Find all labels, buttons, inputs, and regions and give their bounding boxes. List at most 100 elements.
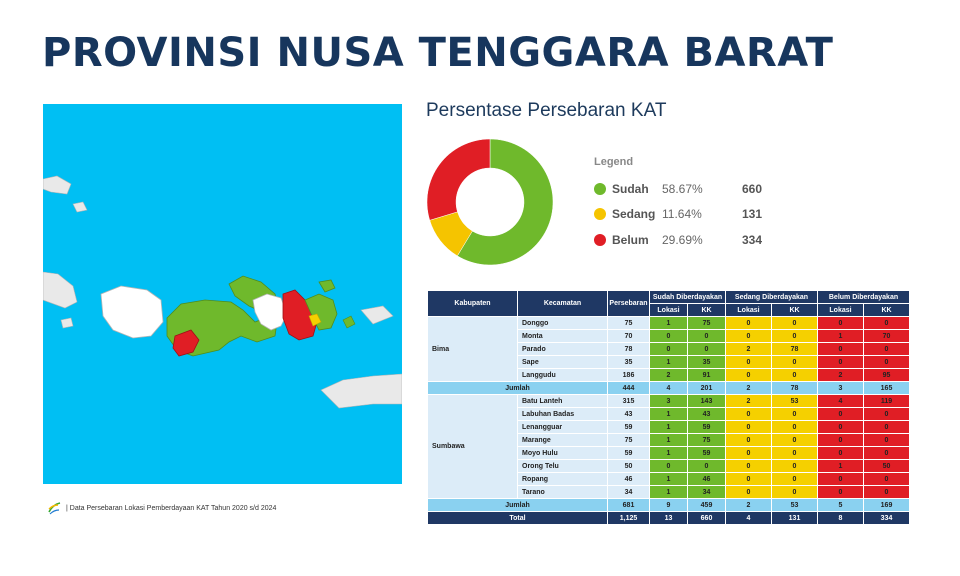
subtotal-sedang-lokasi-cell: 2: [725, 498, 772, 512]
subtotal-row: Jumlah 681 9 459 2 53 5 169: [427, 498, 910, 512]
header-lokasi: Lokasi: [725, 303, 772, 317]
map-region-sangeang: [318, 279, 336, 293]
page-title: PROVINSI NUSA TENGGARA BARAT: [42, 30, 834, 76]
belum-lokasi-cell: 0: [817, 433, 864, 447]
sudah-kk-cell: 59: [687, 446, 726, 460]
sudah-kk-cell: 0: [687, 342, 726, 356]
donut-slice-belum: [426, 138, 491, 221]
subtotal-sudah-lokasi-cell: 4: [649, 381, 688, 395]
sudah-kk-cell: 43: [687, 407, 726, 421]
persebaran-cell: 59: [607, 446, 650, 460]
subtotal-persebaran-cell: 444: [607, 381, 650, 395]
source-note-text: | Data Persebaran Lokasi Pemberdayaan KA…: [66, 504, 277, 512]
map-region-orong-telu: [172, 329, 200, 357]
sudah-lokasi-cell: 1: [649, 355, 688, 369]
sedang-lokasi-cell: 0: [725, 446, 772, 460]
belum-kk-cell: 0: [863, 472, 910, 486]
map-island-north-a: [43, 175, 72, 195]
donut-chart: [426, 138, 554, 266]
sedang-kk-cell: 0: [771, 446, 818, 460]
sedang-lokasi-cell: 0: [725, 485, 772, 499]
sudah-lokasi-cell: 0: [649, 329, 688, 343]
table-row: Moyo Hulu 59 1 59 0 0 0 0: [428, 446, 910, 460]
sudah-lokasi-cell: 1: [649, 420, 688, 434]
subtotal-sedang-kk-cell: 53: [771, 498, 818, 512]
sedang-kk-cell: 0: [771, 329, 818, 343]
sudah-lokasi-cell: 0: [649, 342, 688, 356]
sudah-kk-cell: 34: [687, 485, 726, 499]
kecamatan-cell: Labuhan Badas: [517, 407, 608, 421]
province-map[interactable]: [43, 104, 402, 484]
belum-kk-cell: 0: [863, 420, 910, 434]
sudah-lokasi-cell: 1: [649, 433, 688, 447]
belum-kk-cell: 0: [863, 316, 910, 330]
kecamatan-cell: Tarano: [517, 485, 608, 499]
sudah-kk-cell: 75: [687, 433, 726, 447]
subtotal-belum-kk-cell: 165: [863, 381, 910, 395]
subtotal-sudah-lokasi-cell: 9: [649, 498, 688, 512]
kecamatan-cell: Orong Telu: [517, 459, 608, 473]
header-belum: Belum Diberdayakan: [817, 290, 910, 304]
legend-percent: 58.67%: [662, 181, 703, 196]
legend-dot-sudah: [594, 182, 606, 195]
persebaran-cell: 46: [607, 472, 650, 486]
subtotal-sudah-kk-cell: 201: [687, 381, 726, 395]
legend-item-sedang: Sedang 11.64% 131: [594, 202, 762, 228]
map-island-sumba: [320, 373, 402, 409]
total-persebaran-cell: 1,125: [607, 511, 650, 525]
belum-lokasi-cell: 0: [817, 446, 864, 460]
belum-lokasi-cell: 0: [817, 485, 864, 499]
table-row: Orong Telu 50 0 0 0 0 1 50: [428, 459, 910, 473]
subtotal-label: Jumlah: [427, 498, 608, 512]
persebaran-cell: 75: [607, 316, 650, 330]
table-subheader-row: Lokasi KK Lokasi KK Lokasi KK: [428, 303, 910, 317]
persebaran-cell: 315: [607, 394, 650, 408]
kecamatan-cell: Moyo Hulu: [517, 446, 608, 460]
kecamatan-cell: Sape: [517, 355, 608, 369]
sedang-kk-cell: 0: [771, 420, 818, 434]
legend-kk: 660: [742, 181, 763, 196]
total-sudah-kk-cell: 660: [687, 511, 726, 525]
sedang-lokasi-cell: 0: [725, 355, 772, 369]
belum-lokasi-cell: 1: [817, 459, 864, 473]
persebaran-cell: 50: [607, 459, 650, 473]
belum-lokasi-cell: 0: [817, 407, 864, 421]
legend-percent: 11.64%: [662, 207, 702, 222]
belum-lokasi-cell: 0: [817, 342, 864, 356]
header-kk: KK: [771, 303, 818, 317]
header-sudah: Sudah Diberdayakan: [649, 290, 726, 304]
belum-kk-cell: 119: [863, 394, 910, 408]
sudah-lokasi-cell: 2: [649, 368, 688, 382]
belum-kk-cell: 0: [863, 342, 910, 356]
kecamatan-cell: Batu Lanteh: [517, 394, 608, 408]
persebaran-cell: 186: [607, 368, 650, 382]
sedang-kk-cell: 0: [771, 316, 818, 330]
sedang-kk-cell: 53: [771, 394, 818, 408]
header-lokasi: Lokasi: [817, 303, 864, 317]
sudah-kk-cell: 59: [687, 420, 726, 434]
subtotal-belum-kk-cell: 169: [863, 498, 910, 512]
total-label: Total: [427, 511, 608, 525]
sudah-lokasi-cell: 1: [649, 472, 688, 486]
sudah-kk-cell: 0: [687, 329, 726, 343]
belum-kk-cell: 0: [863, 433, 910, 447]
chart-legend: Legend Sudah 58.67% 660 Sedang 11.64% 13…: [594, 156, 762, 253]
legend-title: Legend: [594, 156, 634, 168]
map-region-dompu: [252, 293, 288, 331]
sedang-lokasi-cell: 0: [725, 316, 772, 330]
sedang-lokasi-cell: 2: [725, 342, 772, 356]
sedang-kk-cell: 0: [771, 472, 818, 486]
persebaran-cell: 59: [607, 420, 650, 434]
kecamatan-cell: Parado: [517, 342, 608, 356]
legend-percent: 29.69%: [662, 232, 703, 247]
table-row: Sape 35 1 35 0 0 0 0: [428, 355, 910, 369]
table-row: Langgudu 186 2 91 0 0 2 95: [428, 368, 910, 382]
total-sedang-kk-cell: 131: [771, 511, 818, 525]
legend-item-belum: Belum 29.69% 334: [594, 227, 762, 253]
sedang-kk-cell: 0: [771, 407, 818, 421]
subtotal-sedang-lokasi-cell: 2: [725, 381, 772, 395]
belum-kk-cell: 0: [863, 407, 910, 421]
belum-lokasi-cell: 4: [817, 394, 864, 408]
sedang-lokasi-cell: 0: [725, 433, 772, 447]
sedang-kk-cell: 78: [771, 342, 818, 356]
